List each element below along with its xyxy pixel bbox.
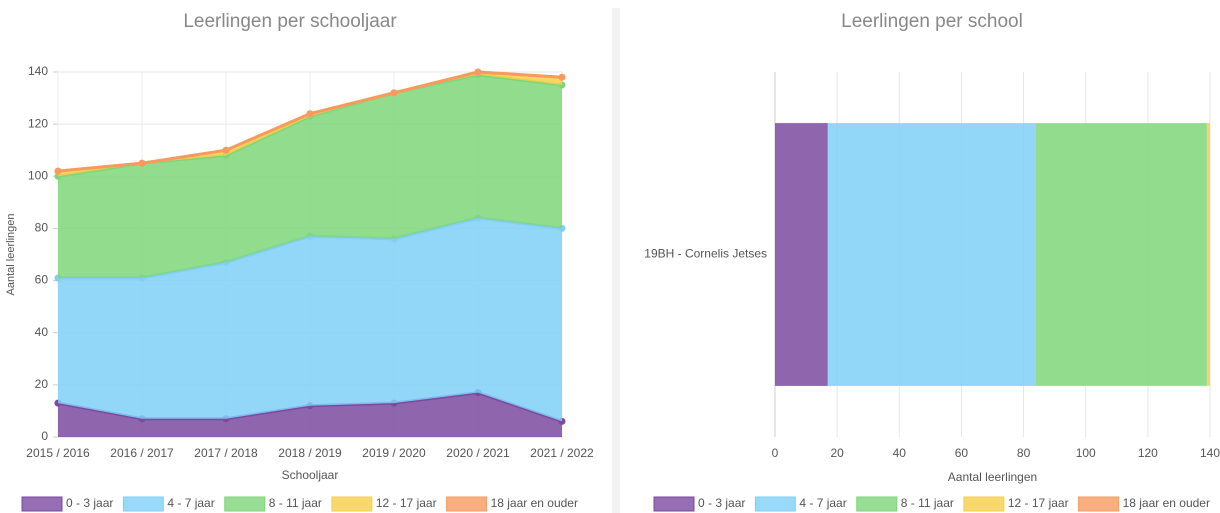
x-tick-label: 20 [830,446,844,460]
legend-label: 8 - 11 jaar [901,496,954,510]
point [138,159,146,167]
y-tick-label: 100 [28,168,48,182]
legend-swatch [754,496,796,512]
legend-swatch [963,496,1005,512]
x-tick-label: 2019 / 2020 [362,446,426,460]
chart-title: Leerlingen per school [841,11,1023,32]
point [222,146,230,154]
x-tick-label: 2021 / 2022 [530,446,594,460]
x-tick-label: 2016 / 2017 [110,446,174,460]
point [306,110,314,118]
x-tick-label: 0 [772,446,779,460]
bar-segment [1036,123,1207,386]
legend-label: 18 jaar en ouder [491,496,578,510]
y-tick-label: 20 [35,377,49,391]
y-tick-label: 80 [35,221,49,235]
legend-swatch [21,496,63,512]
y-tick-label: 120 [28,116,48,130]
x-tick-label: 140 [1200,446,1220,460]
legend-label: 12 - 17 jaar [376,496,437,510]
legend-swatch [446,496,488,512]
x-tick-label: 60 [955,446,969,460]
x-tick-label: 40 [893,446,907,460]
y-tick-label: 19BH - Cornelis Jetses [644,247,767,261]
y-tick-label: 60 [35,273,49,287]
y-tick-label: 40 [35,325,49,339]
area [58,74,562,278]
x-tick-label: 80 [1017,446,1031,460]
x-axis-label: Schooljaar [282,468,339,482]
legend-label: 8 - 11 jaar [269,496,322,510]
chart-title: Leerlingen per schooljaar [183,11,397,32]
legend-swatch [331,496,373,512]
legend-label: 0 - 3 jaar [66,496,113,510]
legend-label: 4 - 7 jaar [167,496,214,510]
divider [612,8,620,513]
y-axis-label: Aantal leerlingen [5,214,17,296]
bar-segment [1206,123,1210,386]
point [54,167,62,175]
point [474,68,482,76]
point [390,89,398,97]
x-tick-label: 120 [1138,446,1158,460]
point [558,73,566,81]
legend-label: 18 jaar en ouder [1123,496,1210,510]
x-tick-label: 2017 / 2018 [194,446,258,460]
y-tick-label: 140 [28,64,48,78]
x-tick-label: 2015 / 2016 [26,446,90,460]
legend-swatch [856,496,898,512]
legend-swatch [1078,496,1120,512]
legend-label: 12 - 17 jaar [1008,496,1069,510]
bar-segment [775,123,828,386]
bar-segment [827,123,1036,386]
x-tick-label: 2018 / 2019 [278,446,342,460]
area [58,218,562,422]
x-axis-label: Aantal leerlingen [948,470,1037,484]
x-tick-label: 100 [1076,446,1096,460]
legend-swatch [653,496,695,512]
y-tick-label: 0 [41,429,48,443]
area [58,392,562,437]
legend-swatch [122,496,164,512]
x-tick-label: 2020 / 2021 [446,446,510,460]
legend-label: 4 - 7 jaar [799,496,846,510]
legend-swatch [224,496,266,512]
legend-label: 0 - 3 jaar [698,496,745,510]
